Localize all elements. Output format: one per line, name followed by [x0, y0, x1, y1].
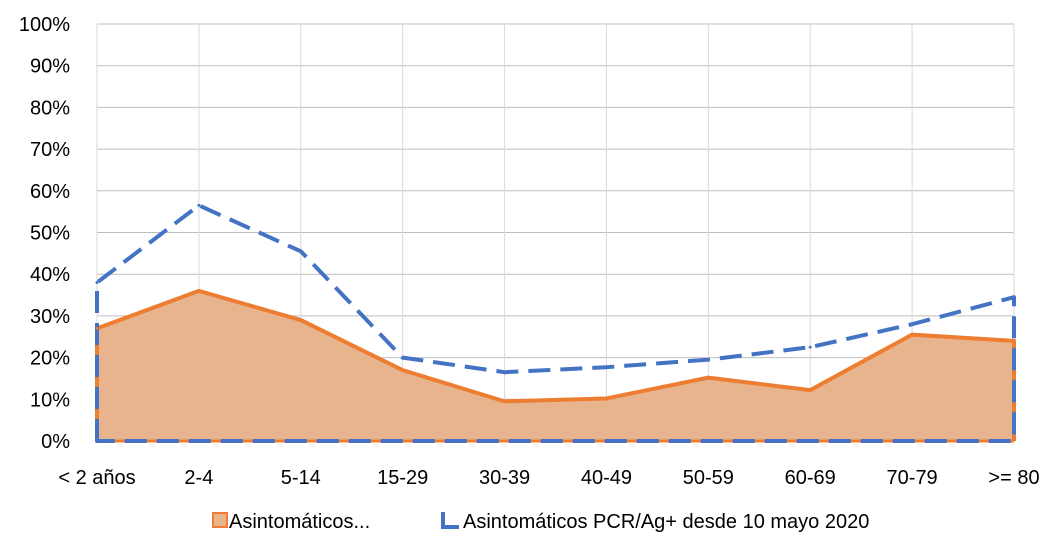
x-tick-label: 40-49: [581, 467, 632, 489]
y-tick-label: 10%: [30, 389, 70, 411]
y-tick-label: 80%: [30, 97, 70, 119]
x-tick-label: 60-69: [785, 467, 836, 489]
data-point-asintomaticos: [503, 399, 507, 403]
series-area-asintomaticos: [97, 290, 1014, 441]
y-tick-label: 100%: [19, 14, 70, 36]
y-axis-ticks: 0% 10% 20% 30% 40% 50% 60% 70% 80% 90% 100%: [19, 14, 70, 453]
y-tick-label: 30%: [30, 306, 70, 328]
legend-label-blue: Asintomáticos PCR/Ag+ desde 10 mayo 2020: [463, 511, 869, 533]
data-point-asintomaticos: [604, 396, 608, 400]
data-point-asintomaticos: [197, 289, 201, 293]
data-point-pcr: [910, 322, 914, 326]
y-tick-label: 60%: [30, 181, 70, 203]
legend-swatch-blue: [441, 512, 459, 529]
x-tick-label: 70-79: [887, 467, 938, 489]
data-point-pcr: [95, 281, 99, 285]
x-tick-label: < 2 años: [58, 467, 135, 489]
x-tick-label: 30-39: [479, 467, 530, 489]
x-axis-ticks: < 2 años 2-4 5-14 15-29 30-39 40-49 50-59 60-69…: [58, 467, 1039, 489]
series-line-asintomaticos: [95, 288, 1016, 441]
x-tick-label: >= 80: [988, 467, 1039, 489]
data-point-pcr: [503, 370, 507, 374]
y-tick-label: 0%: [41, 431, 70, 453]
y-tick-label: 90%: [30, 56, 70, 78]
data-point-asintomaticos: [401, 368, 405, 372]
x-tick-label: 50-59: [683, 467, 734, 489]
data-point-pcr: [1012, 295, 1016, 299]
x-tick-label: 15-29: [377, 467, 428, 489]
y-tick-label: 40%: [30, 264, 70, 286]
data-point-pcr: [604, 365, 608, 369]
data-point-asintomaticos: [706, 376, 710, 380]
x-tick-label: 2-4: [184, 467, 213, 489]
data-point-asintomaticos: [299, 318, 303, 322]
data-point-pcr: [401, 356, 405, 360]
y-tick-label: 50%: [30, 223, 70, 245]
legend: Asintomáticos... Asintomáticos PCR/Ag+ d…: [212, 511, 869, 533]
legend-label-orange: Asintomáticos...: [229, 511, 370, 533]
legend-swatch-orange: [212, 512, 228, 528]
x-tick-label: 5-14: [281, 467, 321, 489]
data-point-asintomaticos: [95, 326, 99, 330]
data-point-pcr: [808, 345, 812, 349]
data-point-pcr: [197, 203, 201, 207]
data-point-pcr: [299, 249, 303, 253]
data-point-asintomaticos: [910, 333, 914, 337]
y-tick-label: 20%: [30, 348, 70, 370]
data-point-pcr: [706, 358, 710, 362]
y-tick-label: 70%: [30, 139, 70, 161]
plot-area: [95, 203, 1016, 443]
data-point-asintomaticos: [808, 388, 812, 392]
data-point-asintomaticos: [1012, 339, 1016, 343]
